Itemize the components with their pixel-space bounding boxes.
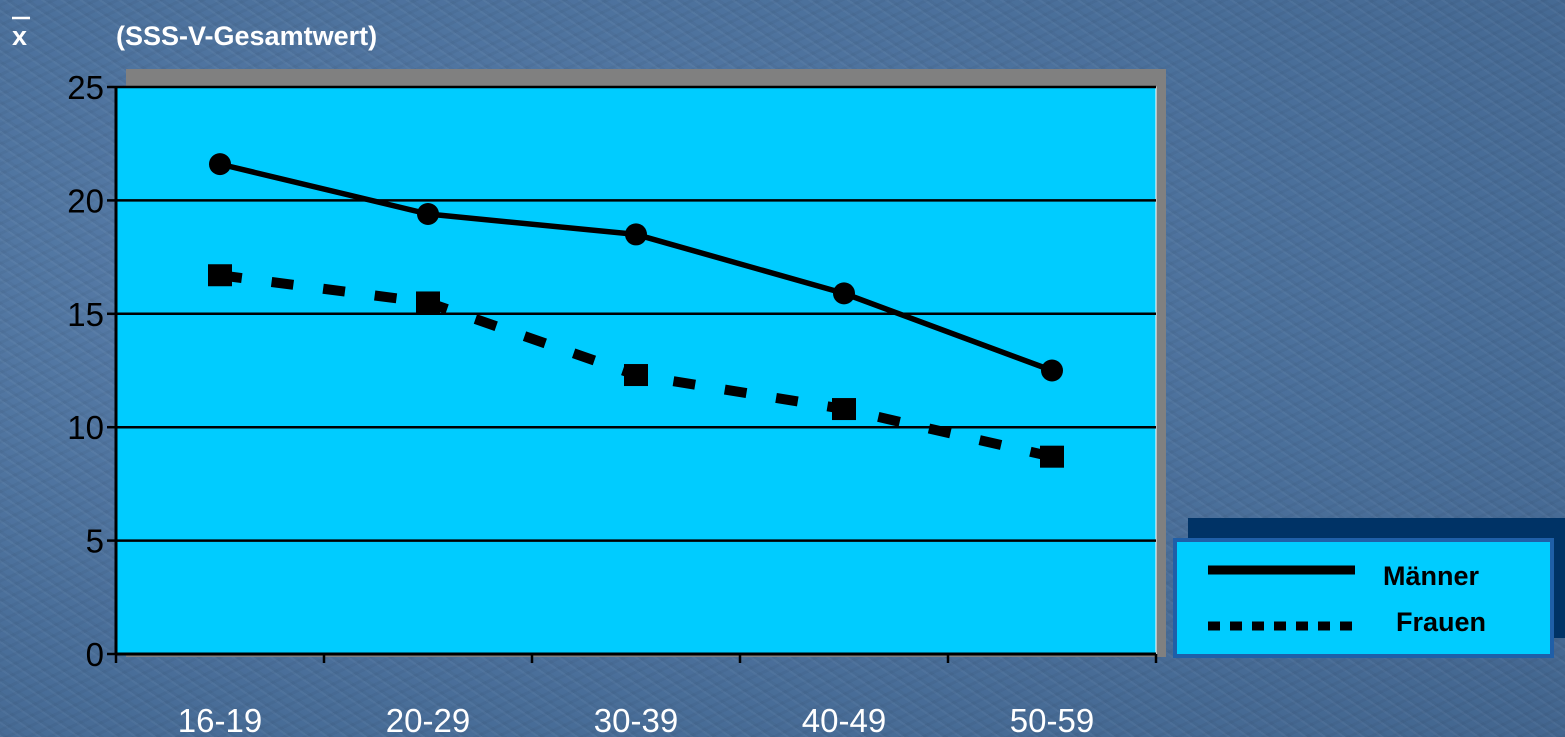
data-point-1-3: [832, 398, 856, 421]
legend-label-frauen: Frauen: [1396, 607, 1486, 637]
y-tick-label-5: 5: [86, 523, 104, 560]
data-point-1-2: [624, 364, 648, 387]
data-point-0-2: [625, 223, 647, 246]
x-tick-labels: 16-19 20-29 30-39 40-49 50-59: [178, 702, 1094, 737]
data-point-1-1: [416, 291, 440, 314]
legend-label-maenner: Männer: [1383, 561, 1480, 591]
y-tick-labels: 0 5 10 15 20 25: [67, 69, 104, 673]
y-tick-label-15: 15: [67, 296, 104, 333]
x-tick-label-30-39: 30-39: [594, 702, 678, 737]
data-point-0-4: [1041, 359, 1063, 382]
y-axis-symbol: x: [12, 21, 27, 51]
legend-box: [1173, 538, 1554, 658]
legend: Männer Frauen: [1173, 518, 1565, 658]
y-tick-label-0: 0: [86, 636, 104, 673]
gridlines: [116, 85, 1156, 542]
x-tick-label-20-29: 20-29: [386, 702, 470, 737]
y-tick-label-20: 20: [67, 182, 104, 219]
axes: [107, 85, 1158, 663]
series-layer: [208, 153, 1064, 468]
y-axis-label: (SSS-V-Gesamtwert): [116, 21, 377, 51]
x-tick-label-16-19: 16-19: [178, 702, 262, 737]
data-point-0-1: [417, 203, 439, 226]
data-point-1-0: [208, 264, 232, 287]
x-tick-label-40-49: 40-49: [802, 702, 886, 737]
x-tick-label-50-59: 50-59: [1010, 702, 1094, 737]
data-point-1-4: [1040, 445, 1064, 468]
y-tick-label-25: 25: [67, 69, 104, 106]
data-point-0-3: [833, 282, 855, 305]
y-tick-label-10: 10: [67, 409, 104, 446]
data-point-0-0: [209, 153, 231, 176]
